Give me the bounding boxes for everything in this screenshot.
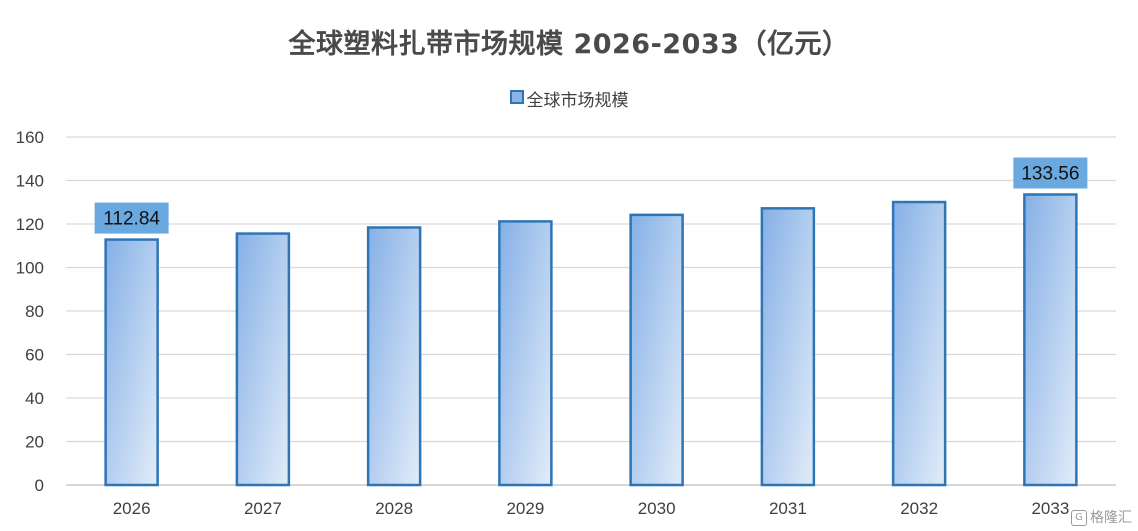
y-tick-label: 40: [25, 389, 44, 408]
x-tick-label: 2028: [375, 499, 413, 518]
y-tick-label: 100: [16, 259, 44, 278]
data-label: 133.56: [1021, 164, 1079, 185]
x-tick-label: 2029: [506, 499, 544, 518]
y-tick-label: 80: [25, 302, 44, 321]
chart-title: 全球塑料扎带市场规模 2026-2033（亿元）: [288, 29, 850, 60]
x-tick-label: 2031: [769, 499, 807, 518]
legend-label: 全球市场规模: [526, 91, 629, 111]
data-label-box: [1013, 157, 1088, 189]
bar: [498, 220, 553, 487]
watermark: G 格隆汇: [1071, 507, 1132, 527]
x-tick-label: 2030: [638, 499, 676, 518]
bar: [366, 226, 422, 487]
y-tick-label: 20: [25, 433, 44, 452]
y-tick-label: 0: [35, 476, 44, 495]
x-tick-label: 2033: [1031, 499, 1069, 518]
legend: 全球市场规模: [0, 86, 1138, 111]
bar: [891, 200, 947, 487]
x-tick-label: 2026: [113, 499, 151, 518]
legend-swatch: [509, 89, 524, 104]
y-tick-label: 60: [25, 346, 44, 365]
y-tick-label: 160: [16, 128, 44, 147]
bar: [235, 232, 291, 487]
watermark-logo-icon: G: [1071, 510, 1087, 526]
x-tick-label: 2032: [900, 499, 938, 518]
watermark-text: 格隆汇: [1090, 510, 1132, 526]
bar: [760, 207, 816, 487]
y-tick-label: 120: [16, 215, 44, 234]
data-label: 112.84: [103, 209, 160, 230]
x-tick-label: 2027: [244, 499, 282, 518]
bar: [629, 213, 684, 487]
bar: [104, 238, 159, 487]
data-label-box: [94, 202, 169, 234]
bar: [1023, 193, 1078, 487]
y-tick-label: 140: [16, 172, 44, 191]
